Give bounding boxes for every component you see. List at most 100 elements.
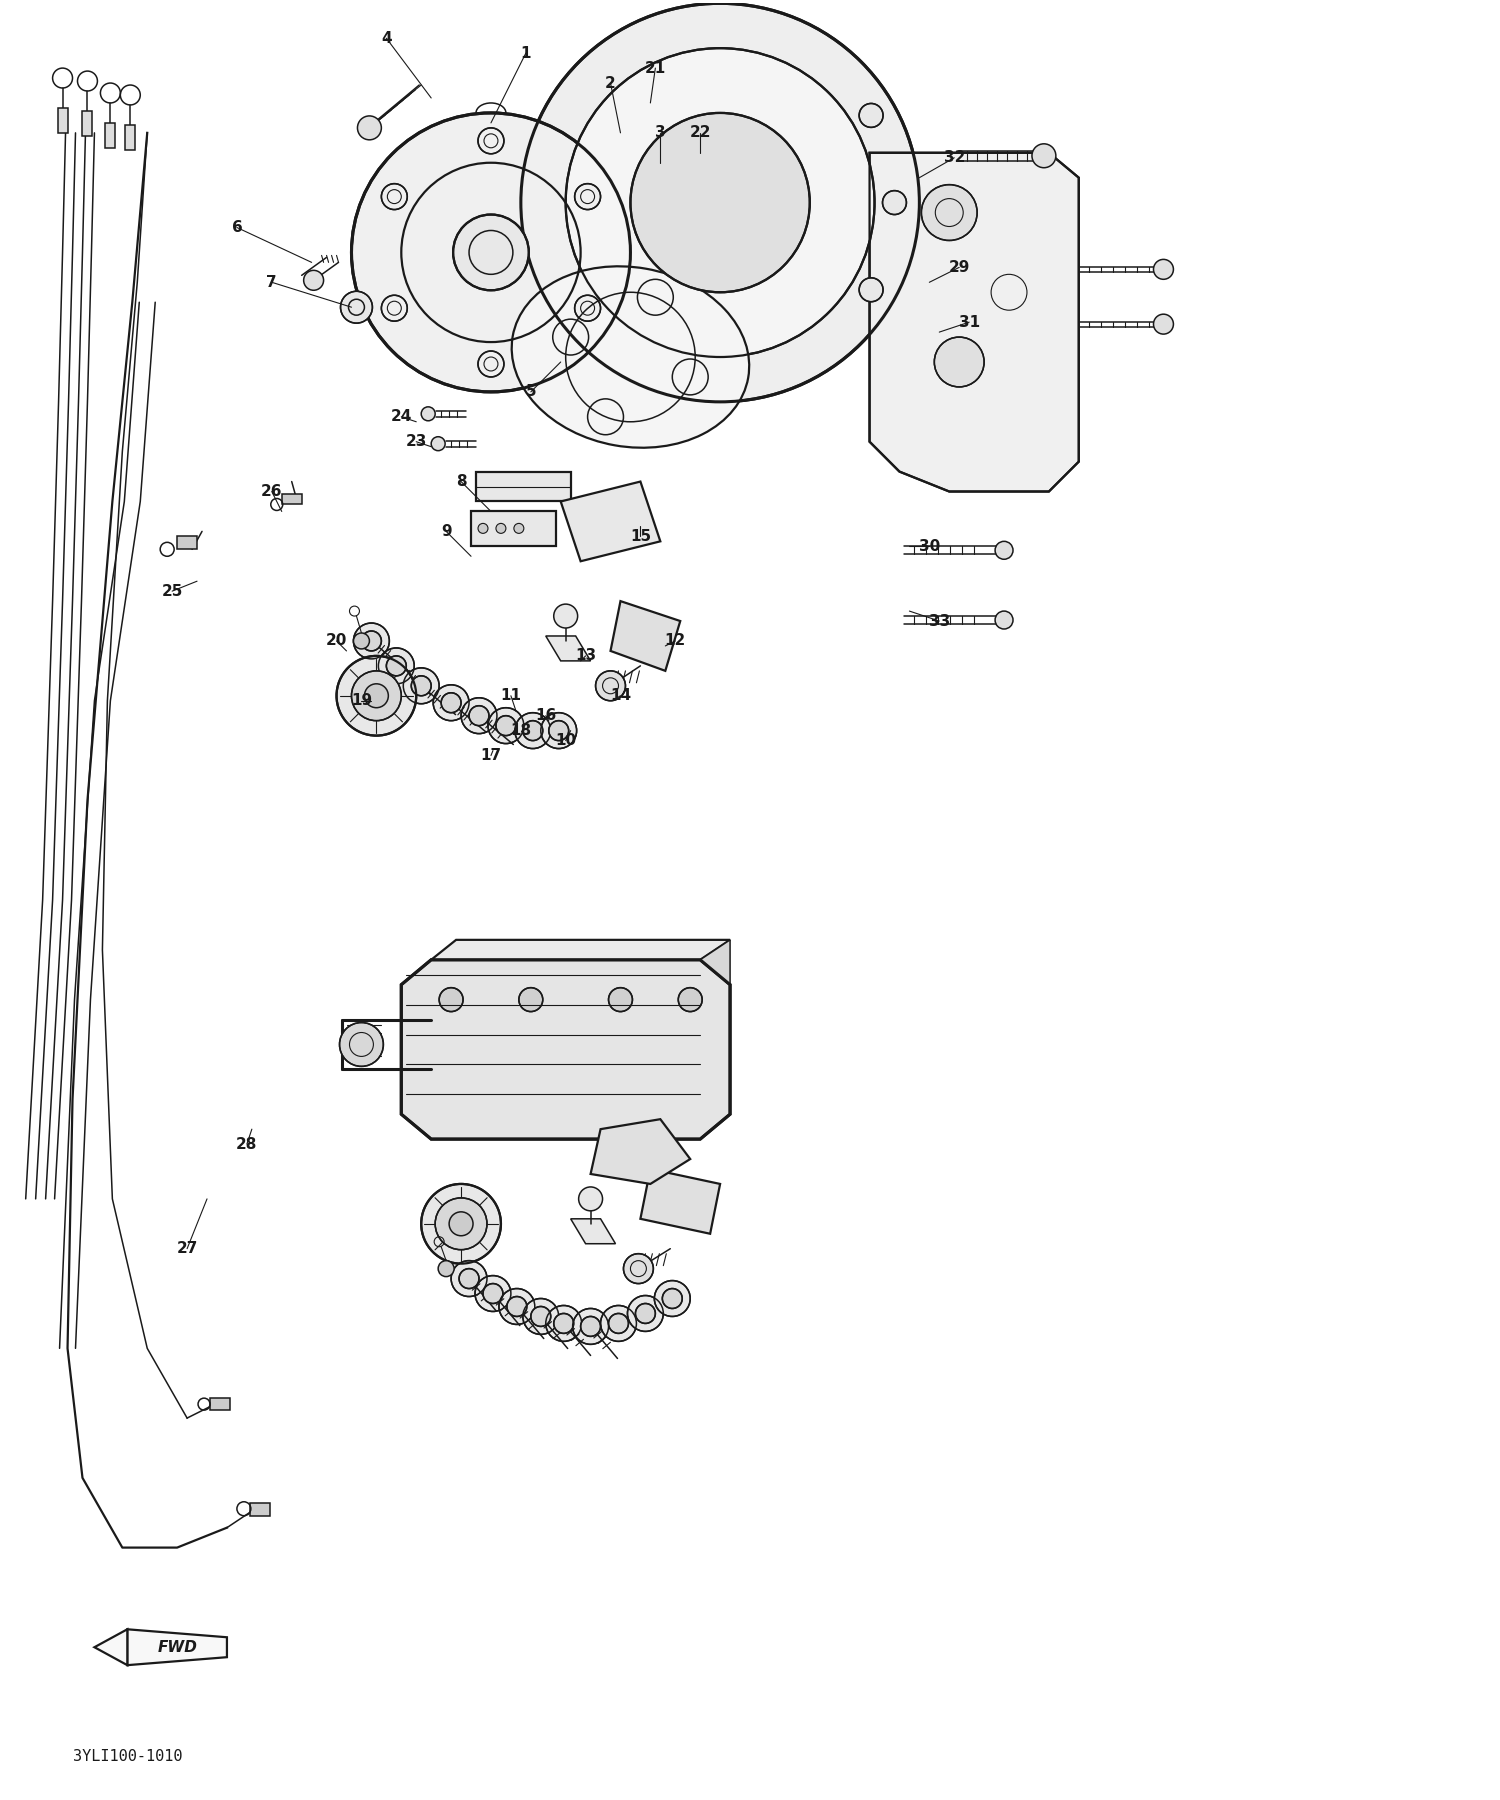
Polygon shape bbox=[561, 482, 660, 562]
Circle shape bbox=[600, 1305, 636, 1341]
Circle shape bbox=[433, 684, 470, 720]
Text: 4: 4 bbox=[381, 31, 392, 45]
Text: 3YLI100-1010: 3YLI100-1010 bbox=[72, 1750, 182, 1764]
Circle shape bbox=[303, 270, 324, 290]
Circle shape bbox=[459, 1269, 478, 1289]
Text: 33: 33 bbox=[928, 614, 950, 628]
Text: 30: 30 bbox=[918, 538, 940, 554]
Circle shape bbox=[574, 184, 600, 209]
Circle shape bbox=[354, 623, 390, 659]
Circle shape bbox=[440, 988, 464, 1012]
Text: FWD: FWD bbox=[158, 1640, 196, 1654]
Circle shape bbox=[470, 706, 489, 725]
Circle shape bbox=[351, 113, 630, 392]
Text: 23: 23 bbox=[405, 434, 427, 450]
Polygon shape bbox=[94, 1629, 128, 1665]
Circle shape bbox=[362, 632, 381, 652]
Circle shape bbox=[514, 524, 523, 533]
Polygon shape bbox=[105, 122, 116, 148]
Circle shape bbox=[381, 295, 408, 320]
Circle shape bbox=[387, 655, 406, 675]
Circle shape bbox=[630, 113, 810, 292]
Polygon shape bbox=[546, 635, 591, 661]
Circle shape bbox=[354, 634, 369, 650]
Text: 18: 18 bbox=[510, 724, 531, 738]
Polygon shape bbox=[700, 940, 730, 985]
Circle shape bbox=[378, 648, 414, 684]
Text: 14: 14 bbox=[610, 688, 632, 704]
Polygon shape bbox=[402, 959, 730, 1139]
Polygon shape bbox=[128, 1629, 226, 1665]
Circle shape bbox=[478, 524, 488, 533]
Circle shape bbox=[364, 684, 388, 707]
Circle shape bbox=[921, 185, 976, 241]
Circle shape bbox=[460, 698, 496, 734]
Circle shape bbox=[476, 1276, 512, 1312]
Text: 24: 24 bbox=[390, 409, 412, 425]
Circle shape bbox=[452, 1260, 488, 1296]
Text: 3: 3 bbox=[656, 126, 666, 140]
Text: 25: 25 bbox=[162, 583, 183, 599]
Text: 17: 17 bbox=[480, 749, 501, 763]
Circle shape bbox=[351, 671, 402, 720]
Circle shape bbox=[580, 1316, 600, 1336]
Circle shape bbox=[435, 1197, 488, 1249]
Circle shape bbox=[483, 1283, 502, 1303]
Circle shape bbox=[496, 716, 516, 736]
Polygon shape bbox=[282, 493, 302, 504]
Circle shape bbox=[357, 115, 381, 140]
Circle shape bbox=[524, 720, 543, 740]
Text: 22: 22 bbox=[690, 126, 711, 140]
Circle shape bbox=[624, 1253, 654, 1283]
Circle shape bbox=[609, 1314, 628, 1334]
Polygon shape bbox=[430, 940, 730, 959]
Text: 32: 32 bbox=[944, 149, 964, 166]
Circle shape bbox=[438, 1260, 454, 1276]
Circle shape bbox=[422, 1184, 501, 1264]
Circle shape bbox=[663, 1289, 682, 1309]
Circle shape bbox=[496, 524, 506, 533]
Circle shape bbox=[422, 407, 435, 421]
Polygon shape bbox=[82, 112, 93, 135]
Circle shape bbox=[441, 693, 460, 713]
Circle shape bbox=[566, 49, 874, 356]
Circle shape bbox=[339, 1022, 384, 1066]
Circle shape bbox=[524, 1298, 558, 1334]
Circle shape bbox=[554, 605, 578, 628]
Circle shape bbox=[381, 184, 408, 209]
Circle shape bbox=[678, 988, 702, 1012]
Text: 26: 26 bbox=[261, 484, 282, 499]
Circle shape bbox=[507, 1296, 526, 1316]
Circle shape bbox=[430, 437, 445, 450]
Ellipse shape bbox=[512, 266, 748, 448]
Circle shape bbox=[519, 988, 543, 1012]
Circle shape bbox=[520, 4, 920, 401]
Text: 2: 2 bbox=[604, 76, 616, 90]
Text: 10: 10 bbox=[555, 733, 576, 749]
Text: 16: 16 bbox=[536, 707, 556, 724]
Circle shape bbox=[579, 1186, 603, 1211]
Polygon shape bbox=[210, 1399, 230, 1409]
Polygon shape bbox=[177, 536, 197, 549]
Circle shape bbox=[549, 720, 568, 740]
Polygon shape bbox=[251, 1503, 270, 1516]
Circle shape bbox=[546, 1305, 582, 1341]
Circle shape bbox=[574, 295, 600, 320]
Circle shape bbox=[596, 671, 626, 700]
Polygon shape bbox=[610, 601, 681, 671]
Text: 28: 28 bbox=[236, 1136, 258, 1152]
Circle shape bbox=[340, 292, 372, 324]
Polygon shape bbox=[570, 1219, 615, 1244]
Circle shape bbox=[627, 1296, 663, 1332]
Circle shape bbox=[336, 655, 416, 736]
Text: 15: 15 bbox=[630, 529, 651, 544]
Circle shape bbox=[636, 1303, 656, 1323]
Circle shape bbox=[488, 707, 524, 743]
Circle shape bbox=[654, 1280, 690, 1316]
Text: 12: 12 bbox=[664, 634, 686, 648]
Text: 20: 20 bbox=[326, 634, 346, 648]
Text: 29: 29 bbox=[948, 259, 970, 275]
Circle shape bbox=[609, 988, 633, 1012]
Text: 7: 7 bbox=[267, 275, 278, 290]
Text: 21: 21 bbox=[645, 61, 666, 76]
